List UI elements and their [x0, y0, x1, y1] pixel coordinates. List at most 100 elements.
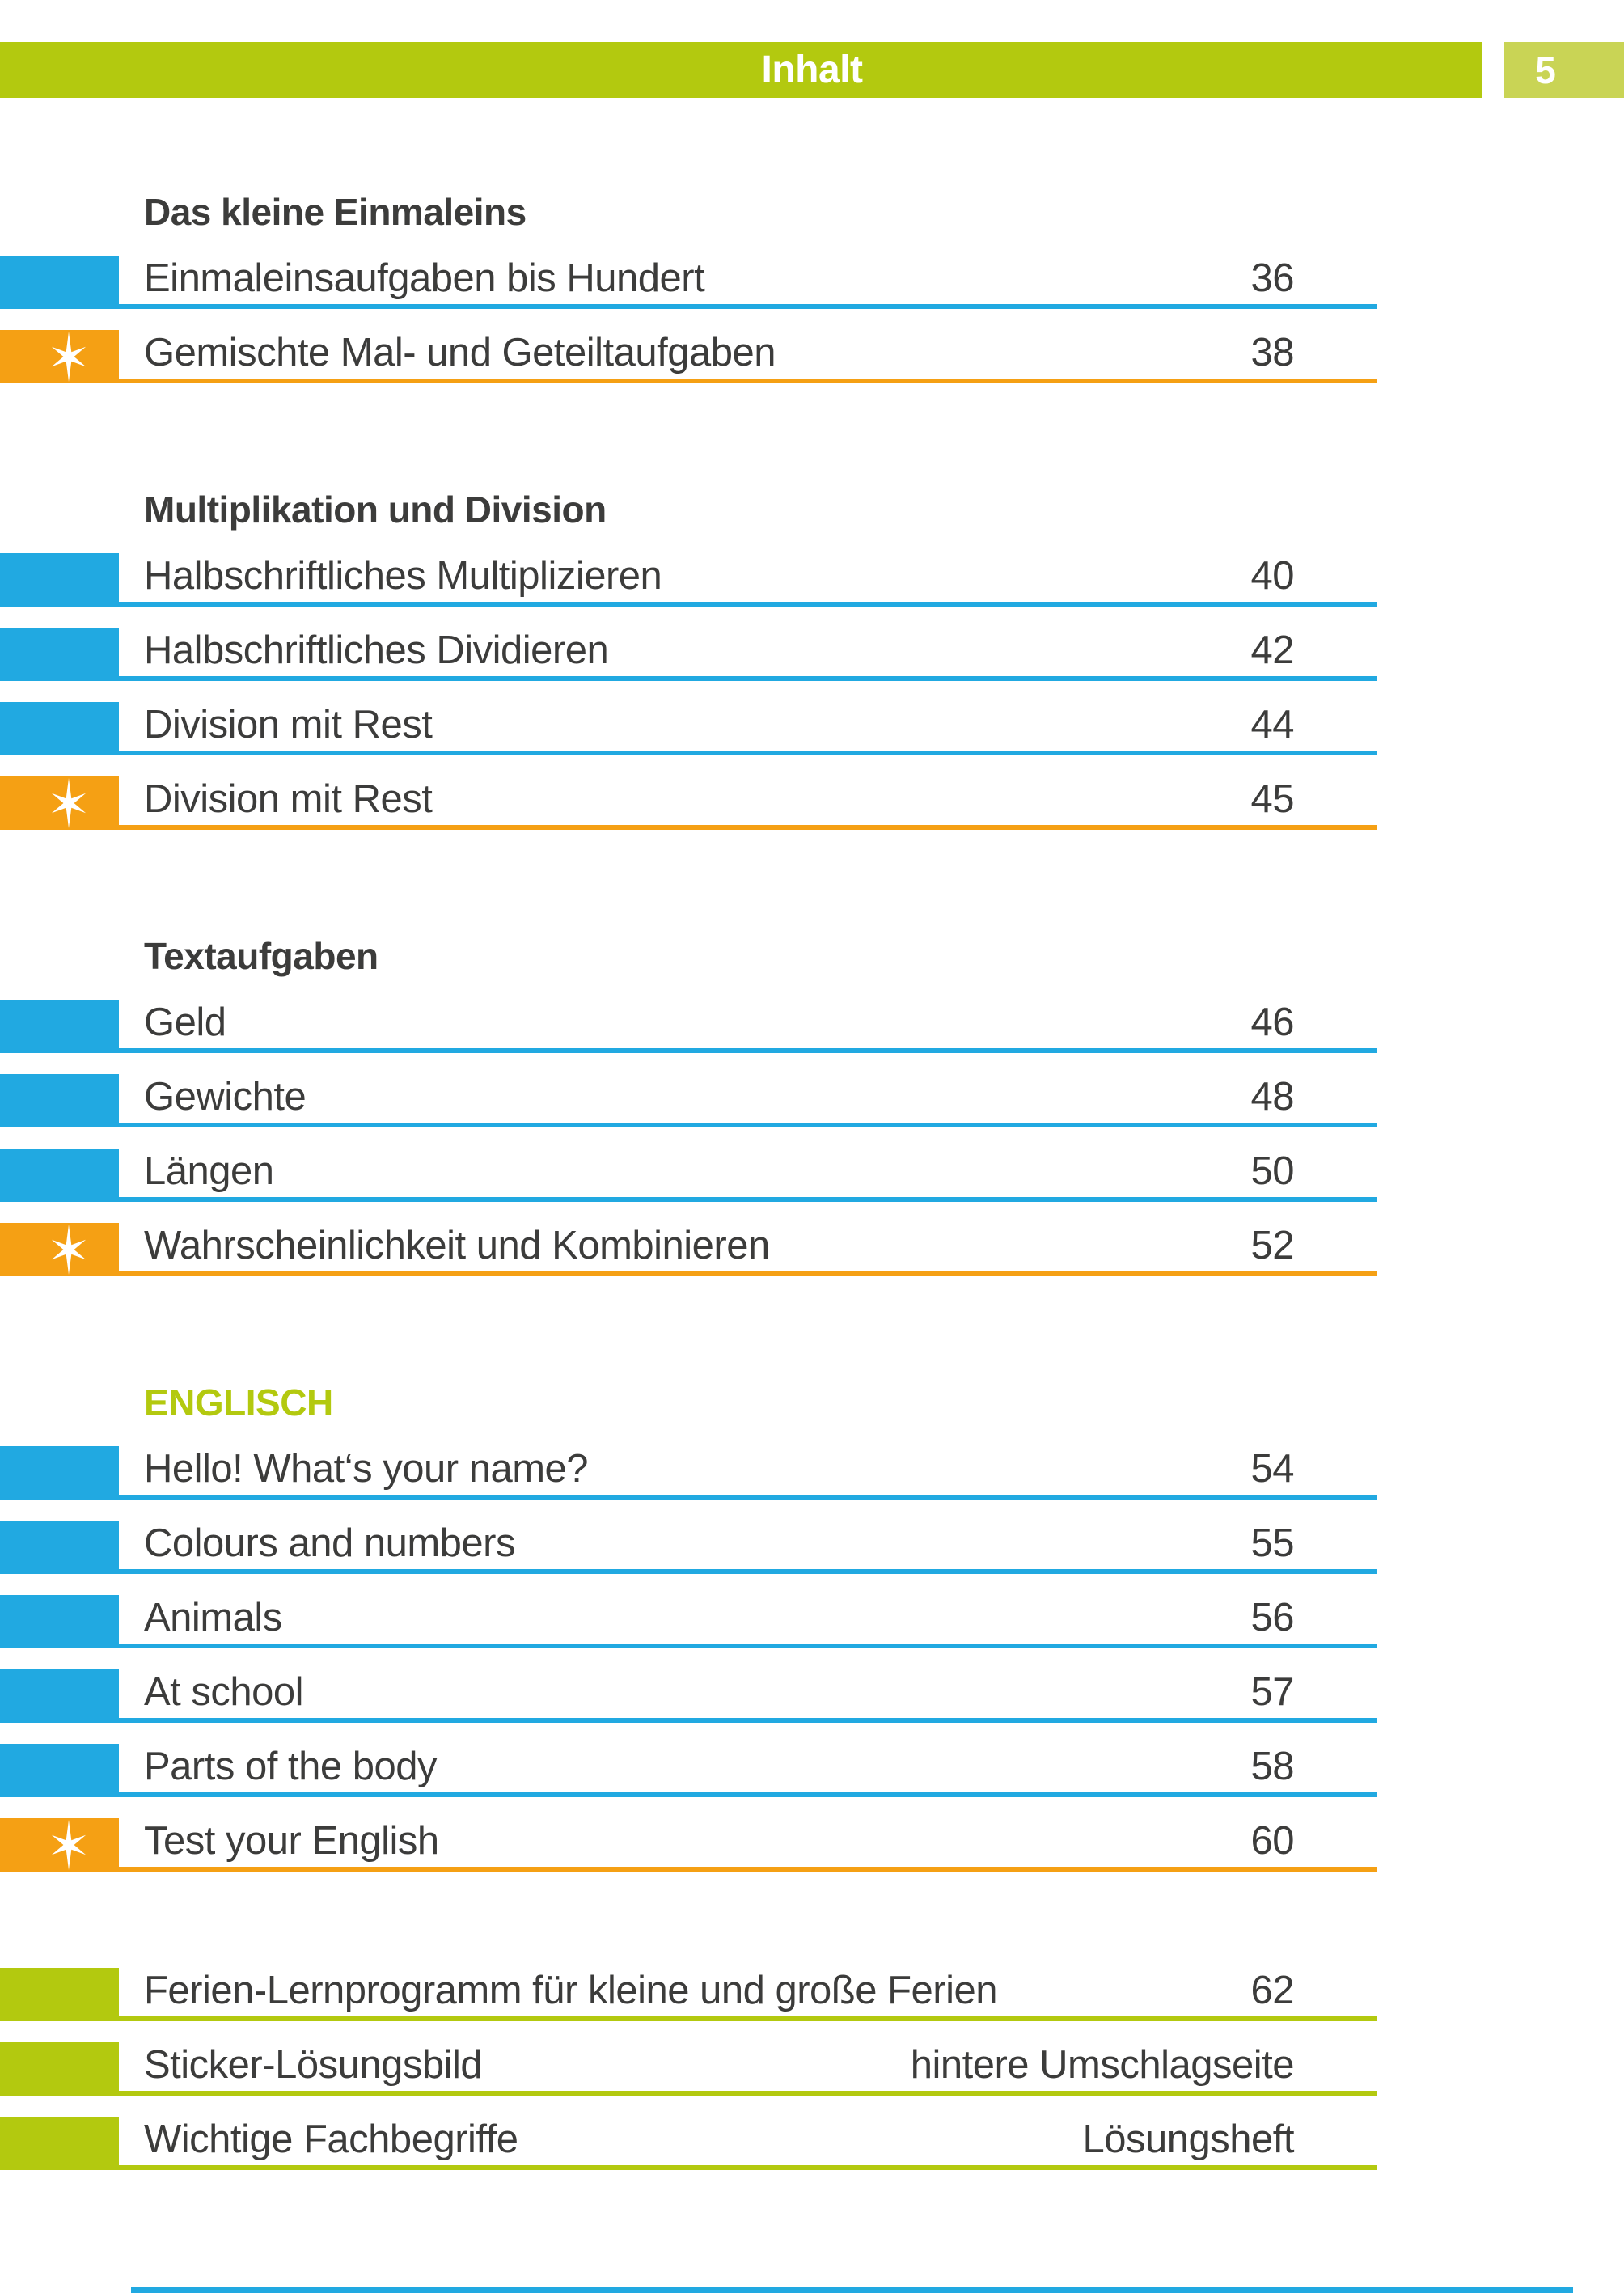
row-underline [0, 1792, 1377, 1797]
row-underline [0, 1048, 1377, 1053]
row-color-bar [0, 1000, 119, 1053]
section-heading: ENGLISCH [144, 1381, 333, 1424]
row-underline [0, 1197, 1377, 1202]
row-underline [0, 304, 1377, 309]
row-color-bar [0, 1744, 119, 1797]
toc-row: Gemischte Mal- und Geteiltaufgaben 38 [0, 330, 1377, 383]
section-heading: Textaufgaben [144, 935, 379, 977]
row-underline [0, 602, 1377, 607]
row-label: Colours and numbers [144, 1521, 515, 1565]
toc-row: Gewichte 48 [0, 1074, 1377, 1127]
row-page-ref: 58 [1250, 1745, 1294, 1788]
row-page-ref: 45 [1250, 777, 1294, 821]
row-color-bar [0, 1968, 119, 2021]
row-label: Einmaleinsaufgaben bis Hundert [144, 256, 705, 300]
row-page-ref: hintere Umschlagseite [910, 2043, 1295, 2087]
row-underline [0, 1644, 1377, 1648]
toc-row: Sticker-Lösungsbild hintere Umschlagseite [0, 2042, 1377, 2096]
table-of-contents: Das kleine Einmaleins Einmaleinsaufgaben … [0, 98, 1377, 2191]
row-label: Division mit Rest [144, 777, 433, 821]
row-page-ref: 48 [1250, 1075, 1294, 1119]
star-icon [51, 1820, 87, 1870]
row-page-ref: 52 [1250, 1224, 1294, 1267]
row-page-ref: 42 [1250, 628, 1294, 672]
row-page-ref: 46 [1250, 1001, 1294, 1044]
header-bar [0, 42, 1482, 98]
star-icon [51, 332, 87, 382]
row-underline [0, 751, 1377, 755]
section-heading: Multiplikation und Division [144, 489, 607, 531]
row-page-ref: 62 [1250, 1969, 1294, 2012]
row-color-bar [0, 256, 119, 309]
toc-row: Wichtige Fachbegriffe Lösungsheft [0, 2117, 1377, 2170]
toc-row: Halbschriftliches Dividieren 42 [0, 628, 1377, 681]
toc-row: Ferien-Lernprogramm für kleine und große… [0, 1968, 1377, 2021]
row-label: Wahrscheinlichkeit und Kombinieren [144, 1224, 770, 1267]
row-page-ref: 38 [1250, 331, 1294, 374]
toc-row: Colours and numbers 55 [0, 1521, 1377, 1574]
row-underline [0, 676, 1377, 681]
row-underline [0, 2165, 1377, 2170]
row-page-ref: 57 [1250, 1670, 1294, 1714]
toc-row: Test your English 60 [0, 1818, 1377, 1872]
star-icon [51, 1225, 87, 1275]
toc-row: Parts of the body 58 [0, 1744, 1377, 1797]
row-page-ref: 60 [1250, 1819, 1294, 1863]
row-underline [0, 825, 1377, 830]
toc-row: Einmaleinsaufgaben bis Hundert 36 [0, 256, 1377, 309]
row-color-bar [0, 553, 119, 607]
row-color-bar [0, 2042, 119, 2096]
row-color-bar [0, 1669, 119, 1723]
row-underline [0, 1271, 1377, 1276]
row-label: Längen [144, 1149, 274, 1193]
row-label: Ferien-Lernprogramm für kleine und große… [144, 1969, 997, 2012]
page-number-badge: 5 [1504, 42, 1624, 98]
row-color-bar [0, 628, 119, 681]
toc-row: Animals 56 [0, 1595, 1377, 1648]
row-label: Division mit Rest [144, 703, 433, 747]
row-label: Sticker-Lösungsbild [144, 2043, 483, 2087]
row-color-bar [0, 1521, 119, 1574]
row-color-bar [0, 2117, 119, 2170]
row-page-ref: 55 [1250, 1521, 1294, 1565]
row-underline [0, 1123, 1377, 1127]
row-color-bar [0, 776, 119, 830]
row-page-ref: 36 [1250, 256, 1294, 300]
star-icon [51, 778, 87, 828]
row-page-ref: Lösungsheft [1082, 2117, 1295, 2161]
row-color-bar [0, 1446, 119, 1500]
page-title: Inhalt [761, 49, 864, 91]
row-label: Geld [144, 1001, 226, 1044]
page-bottom-edge-bar [131, 2287, 1573, 2293]
row-label: Test your English [144, 1819, 439, 1863]
toc-row: Division mit Rest 45 [0, 776, 1377, 830]
row-underline [0, 379, 1377, 383]
row-color-bar [0, 1595, 119, 1648]
row-label: Gewichte [144, 1075, 307, 1119]
row-label: Wichtige Fachbegriffe [144, 2117, 518, 2161]
row-color-bar [0, 330, 119, 383]
page-number: 5 [1535, 49, 1556, 91]
row-underline [0, 1569, 1377, 1574]
row-label: Parts of the body [144, 1745, 437, 1788]
row-underline [0, 2091, 1377, 2096]
row-page-ref: 44 [1250, 703, 1294, 747]
row-color-bar [0, 1223, 119, 1276]
row-color-bar [0, 1818, 119, 1872]
row-label: Gemischte Mal- und Geteiltaufgaben [144, 331, 776, 374]
toc-row: Division mit Rest 44 [0, 702, 1377, 755]
row-page-ref: 40 [1250, 554, 1294, 598]
row-color-bar [0, 1149, 119, 1202]
row-color-bar [0, 1074, 119, 1127]
row-label: Hello! What‘s your name? [144, 1447, 589, 1491]
row-label: Halbschriftliches Dividieren [144, 628, 609, 672]
row-page-ref: 50 [1250, 1149, 1294, 1193]
row-label: Animals [144, 1596, 282, 1639]
toc-row: Halbschriftliches Multiplizieren 40 [0, 553, 1377, 607]
toc-row: Längen 50 [0, 1149, 1377, 1202]
row-page-ref: 56 [1250, 1596, 1294, 1639]
toc-row: At school 57 [0, 1669, 1377, 1723]
row-color-bar [0, 702, 119, 755]
row-underline [0, 1867, 1377, 1872]
section-heading: Das kleine Einmaleins [144, 191, 527, 233]
